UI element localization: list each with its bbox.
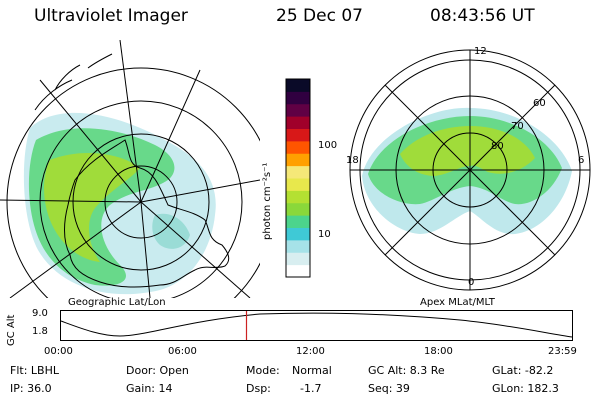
colorbar-tick-100: 100 xyxy=(318,140,338,151)
info-ip: IP: 36.0 xyxy=(10,382,52,395)
geographic-polar-plot xyxy=(0,40,260,298)
colorbar-gradient xyxy=(286,79,310,278)
info-mode-label: Mode: xyxy=(246,364,280,377)
mlt-grid xyxy=(350,50,590,290)
magnetic-polar-plot xyxy=(349,49,591,291)
info-door: Door: Open xyxy=(126,364,189,377)
mlat-label-70: 70 xyxy=(511,121,524,132)
colorbar-swatch xyxy=(286,264,310,278)
colorbar-swatch xyxy=(286,202,310,216)
colorbar-swatch xyxy=(286,140,310,154)
geographic-caption: Geographic Lat/Lon xyxy=(68,297,166,308)
altitude-ytick-high: 9.0 xyxy=(32,308,48,319)
info-flt: Flt: LBHL xyxy=(10,364,59,377)
mlat-label-80: 80 xyxy=(491,141,504,152)
altitude-xtick-0: 00:00 xyxy=(44,346,73,357)
colorbar xyxy=(285,78,311,278)
colorbar-swatch xyxy=(286,165,310,179)
colorbar-swatch xyxy=(286,252,310,266)
colorbar-swatch xyxy=(286,79,310,92)
mlt-label-6: 6 xyxy=(578,155,585,166)
colorbar-swatch xyxy=(286,91,310,105)
colorbar-swatch xyxy=(286,215,310,228)
colorbar-swatch xyxy=(286,103,310,117)
info-mode-value: Normal xyxy=(292,364,332,377)
colorbar-swatch xyxy=(286,128,310,142)
colorbar-swatch xyxy=(286,239,310,253)
altitude-ylabel: GC Alt xyxy=(6,314,17,346)
colorbar-swatch xyxy=(286,153,310,167)
mlt-label-0: 0 xyxy=(468,277,475,288)
magnetic-aurora-emission xyxy=(362,107,572,235)
info-glon: GLon: 182.3 xyxy=(492,382,559,395)
altitude-ytick-low: 1.8 xyxy=(32,326,48,337)
altitude-curve xyxy=(60,312,573,338)
info-dsp-label: Dsp: xyxy=(246,382,271,395)
altitude-xtick-3: 18:00 xyxy=(424,346,453,357)
longitude-grid xyxy=(0,40,260,298)
colorbar-swatch xyxy=(286,227,310,241)
colorbar-swatch xyxy=(286,190,310,204)
altitude-xtick-1: 06:00 xyxy=(168,346,197,357)
instrument-title: Ultraviolet Imager xyxy=(34,6,188,26)
time-label: 08:43:56 UT xyxy=(430,6,535,26)
mlt-label-12: 12 xyxy=(474,46,487,57)
info-glat: GLat: -82.2 xyxy=(492,364,554,377)
colorbar-unit-label: photon cm⁻²s⁻¹ xyxy=(262,162,273,240)
altitude-xtick-2: 12:00 xyxy=(296,346,325,357)
altitude-frame xyxy=(60,310,573,341)
mlt-label-18: 18 xyxy=(346,155,359,166)
mlat-label-60: 60 xyxy=(533,98,546,109)
info-gain: Gain: 14 xyxy=(126,382,173,395)
altitude-xtick-4: 23:59 xyxy=(548,346,577,357)
altitude-plot xyxy=(60,310,573,341)
coastline-outline xyxy=(64,139,230,288)
info-gc-alt: GC Alt: 8.3 Re xyxy=(368,364,445,377)
info-dsp-value: -1.7 xyxy=(300,382,322,395)
colorbar-tick-10: 10 xyxy=(318,229,331,240)
info-seq: Seq: 39 xyxy=(368,382,410,395)
colorbar-swatch xyxy=(286,178,310,191)
magnetic-caption: Apex MLat/MLT xyxy=(420,297,495,308)
colorbar-swatch xyxy=(286,116,310,129)
date-label: 25 Dec 07 xyxy=(276,6,363,26)
latitude-grid xyxy=(6,67,260,298)
